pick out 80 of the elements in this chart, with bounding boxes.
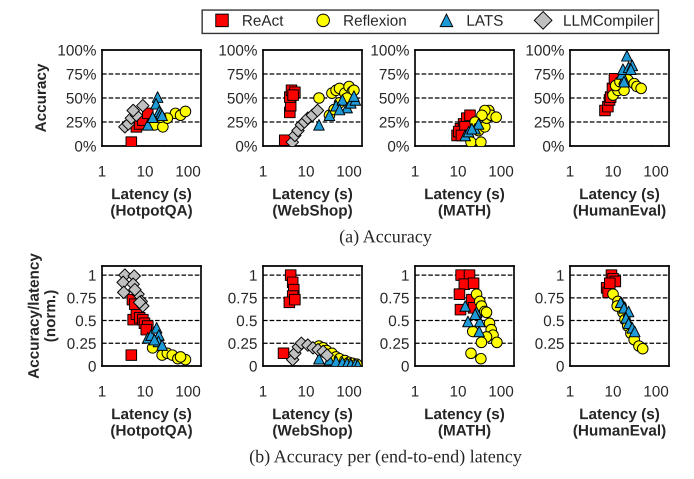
y-tick-label: 0 [402, 360, 409, 372]
legend-label: Reflexion [344, 14, 406, 26]
legend-label: ReAct [243, 15, 284, 26]
x-axis-title: Latency (s) (HumanEval) [574, 408, 666, 439]
y-tick-label: 0% [542, 140, 564, 152]
y-tick-label: 50% [534, 92, 564, 104]
y-tick-label: 0% [236, 140, 257, 152]
y-tick-label: 25% [534, 116, 564, 128]
y-tick-label: 75% [228, 68, 257, 80]
x-axis-title: Latency (s) (HumanEval) [574, 188, 666, 219]
y-tick-label: 0% [74, 140, 96, 152]
y-axis-title: Accuracy/latency (norm.) [28, 253, 58, 378]
y-tick-label: 25% [66, 116, 96, 128]
x-tick-label: 10 [450, 166, 466, 177]
x-tick-label: 100 [337, 166, 362, 177]
x-tick-label: 100 [176, 166, 200, 177]
y-tick-label: 25% [380, 116, 409, 128]
y-tick-label: 50% [379, 92, 409, 104]
y-tick-label: 0.75 [67, 292, 96, 304]
y-tick-label: 25% [228, 116, 257, 128]
y-tick-label: 0.25 [380, 338, 409, 349]
x-tick-label: 10 [138, 386, 153, 397]
y-axis-title: Accuracy [35, 64, 50, 132]
x-axis-title: Latency (s) (WebShop) [273, 408, 352, 439]
y-tick-label: 1 [557, 270, 564, 281]
legend-label: LLMCompiler [564, 14, 654, 29]
y-tick-label: 0.25 [67, 338, 96, 349]
y-tick-label: 75% [66, 68, 96, 80]
x-tick-label: 1 [260, 386, 267, 397]
y-tick-label: 0.5 [388, 315, 409, 326]
x-tick-label: 10 [606, 386, 621, 397]
y-tick-label: 0% [388, 140, 409, 152]
x-axis-title: Latency (s) (MATH) [425, 408, 504, 439]
legend-label: LATS [468, 15, 503, 26]
x-tick-label: 100 [644, 386, 668, 397]
y-tick-label: 0.25 [535, 338, 564, 349]
y-tick-label: 0.75 [535, 292, 564, 304]
x-tick-label: 10 [450, 386, 466, 397]
y-tick-label: 0.5 [236, 315, 257, 326]
x-tick-label: 100 [176, 386, 200, 397]
x-tick-label: 10 [298, 386, 314, 397]
x-tick-label: 1 [566, 166, 574, 177]
y-tick-label: 0 [88, 360, 96, 372]
x-axis-title: Latency (s) (WebShop) [273, 188, 352, 219]
x-tick-label: 10 [138, 166, 153, 177]
x-tick-label: 10 [606, 166, 621, 177]
y-tick-label: 100% [220, 44, 257, 56]
x-tick-label: 100 [489, 166, 514, 177]
y-tick-label: 100% [526, 44, 564, 56]
y-tick-label: 75% [534, 68, 564, 80]
y-tick-label: 100% [58, 44, 96, 56]
text: (a) Accuracy [340, 230, 432, 246]
y-tick-label: 50% [66, 92, 96, 104]
y-tick-label: 1 [89, 270, 96, 281]
y-tick-label: 0 [556, 360, 564, 372]
x-tick-label: 100 [644, 166, 668, 177]
y-tick-label: 0 [250, 360, 257, 372]
x-tick-label: 1 [98, 166, 106, 177]
y-tick-label: 75% [380, 68, 409, 80]
y-tick-label: 0.75 [380, 292, 409, 304]
y-tick-label: 1 [250, 270, 257, 281]
text: (b) Accuracy per (end-to-end) latency [250, 450, 522, 466]
x-tick-label: 1 [412, 166, 419, 177]
x-tick-label: 100 [489, 386, 514, 397]
x-axis-title: Latency (s) (HotpotQA) [111, 408, 192, 439]
x-tick-label: 10 [298, 166, 314, 177]
x-axis-title: Latency (s) (HotpotQA) [111, 188, 192, 219]
x-tick-label: 100 [337, 386, 362, 397]
x-tick-label: 1 [412, 386, 419, 397]
y-tick-label: 1 [402, 270, 409, 281]
x-axis-title: Latency (s) (MATH) [425, 188, 504, 219]
y-tick-label: 50% [227, 92, 257, 104]
y-tick-label: 0.25 [228, 338, 257, 349]
x-tick-label: 1 [566, 386, 574, 397]
y-tick-label: 0.5 [76, 315, 96, 326]
x-tick-label: 1 [260, 166, 267, 177]
y-tick-label: 0.5 [544, 315, 564, 326]
x-tick-label: 1 [98, 386, 106, 397]
y-tick-label: 100% [372, 44, 409, 56]
y-tick-label: 0.75 [228, 292, 257, 304]
